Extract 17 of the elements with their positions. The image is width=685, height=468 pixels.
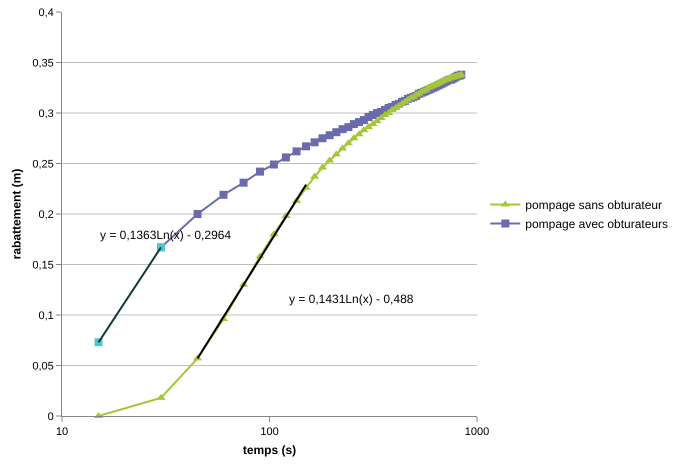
x-tick-label: 10: [56, 426, 68, 438]
annotation: y = 0,1431Ln(x) - 0,488: [289, 292, 414, 306]
y-tick-label: 0,3: [38, 108, 54, 120]
y-tick-label: 0,1: [38, 310, 54, 322]
x-tick-label: 1000: [464, 426, 490, 438]
y-tick-label: 0,15: [32, 259, 54, 272]
x-axis-title: temps (s): [242, 443, 296, 458]
y-tick-label: 0,05: [32, 360, 54, 372]
y-axis-title: rabattement (m): [10, 168, 24, 260]
legend-label: pompage sans obturateur: [525, 198, 662, 212]
x-tick-label: 100: [260, 426, 279, 438]
y-tick-label: 0,25: [32, 158, 54, 170]
y-tick-label: 0,35: [32, 57, 54, 70]
y-tick-label: 0,4: [38, 6, 54, 19]
y-tick-label: 0,2: [38, 208, 54, 221]
y-tick-label: 0: [48, 410, 54, 423]
legend-label: pompage avec obturateurs: [525, 217, 668, 232]
